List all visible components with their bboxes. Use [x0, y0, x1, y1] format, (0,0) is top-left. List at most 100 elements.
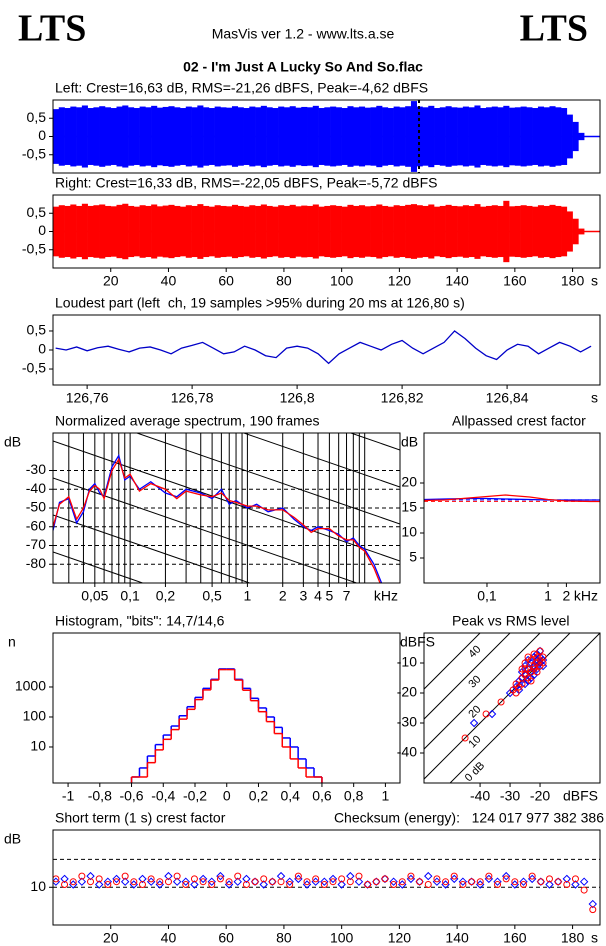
waveform-envelope [341, 108, 348, 165]
point [390, 880, 398, 888]
y-tick-label: 5 [409, 549, 417, 565]
crest-line [424, 633, 481, 690]
point [147, 875, 155, 883]
point [138, 880, 146, 888]
point [416, 878, 424, 886]
y-tick-label: 10 [30, 878, 46, 894]
waveform-envelope [410, 204, 418, 259]
slope-line [135, 433, 400, 525]
waveform-envelope [93, 107, 100, 166]
point [539, 653, 547, 661]
waveform-envelope [156, 206, 163, 257]
waveform-envelope [272, 108, 279, 165]
x-tick-label: 20 [103, 930, 119, 946]
point [338, 875, 346, 883]
waveform-envelope [151, 204, 158, 259]
waveform-envelope [387, 108, 394, 165]
point [234, 872, 242, 880]
panel-title: Loudest part (left ch, 19 samples >95% d… [55, 295, 465, 311]
waveform-envelope [324, 205, 331, 258]
waveform-envelope [457, 206, 464, 257]
waveform-envelope [520, 205, 527, 258]
point [398, 878, 406, 886]
point [303, 878, 311, 886]
waveform-envelope [272, 206, 279, 257]
y-tick-label: -30 [26, 461, 46, 477]
waveform-envelope [468, 107, 475, 166]
point [61, 880, 69, 888]
point [537, 878, 545, 886]
waveform-envelope [555, 107, 562, 166]
x-tick-label: 0,05 [81, 588, 108, 604]
waveform-envelope [330, 205, 337, 258]
waveform-envelope [226, 107, 233, 166]
point [69, 878, 77, 886]
y-tick-label: 0,5 [27, 109, 47, 125]
waveform-envelope [168, 106, 175, 167]
waveform-envelope [260, 204, 267, 259]
waveform-envelope [578, 132, 585, 141]
x-tick-label: -0,6 [119, 788, 143, 804]
waveform-envelope [180, 108, 187, 165]
x-tick-label: 2 [563, 588, 571, 604]
waveform-envelope [434, 206, 441, 257]
waveform-envelope [526, 107, 533, 166]
waveform-envelope [462, 205, 469, 258]
waveform-envelope [255, 205, 262, 258]
waveform-envelope [122, 105, 129, 168]
panel-title: Short term (1 s) crest factor [55, 810, 226, 826]
waveform-envelope [416, 205, 423, 258]
x-tick-label: 40 [161, 273, 177, 289]
point [579, 877, 589, 886]
point [328, 874, 338, 884]
y-tick-label: 0,5 [27, 322, 47, 338]
point [476, 878, 484, 886]
point [103, 877, 113, 886]
waveform-envelope [260, 105, 267, 168]
waveform-envelope [243, 206, 250, 257]
waveform-envelope [116, 204, 123, 259]
point [433, 875, 441, 883]
waveform-envelope [370, 205, 377, 258]
y-tick-label: 10 [401, 524, 417, 540]
x-tick-label: 120 [388, 273, 412, 289]
waveform-envelope [480, 206, 487, 257]
point [60, 874, 69, 884]
waveform-envelope [457, 107, 464, 166]
waveform-envelope [561, 206, 568, 257]
x-tick-label: 126,84 [486, 390, 529, 406]
y-axis-label: n [8, 634, 16, 650]
waveform-envelope [162, 205, 169, 258]
x-tick-label: 126,82 [381, 390, 424, 406]
point [172, 877, 182, 886]
point [87, 878, 95, 886]
point [199, 878, 207, 886]
point [207, 877, 216, 886]
waveform-envelope [358, 205, 366, 258]
point [164, 871, 173, 881]
point [329, 878, 337, 886]
waveform-envelope [139, 106, 146, 167]
point [138, 874, 147, 884]
x-tick-label: 180 [561, 930, 585, 946]
point [545, 880, 554, 889]
waveform-envelope [497, 205, 504, 258]
point [312, 875, 320, 883]
x-axis-unit: kHz [574, 588, 598, 604]
waveform-envelope [393, 205, 400, 258]
point [502, 875, 510, 883]
x-tick-label: 0,6 [312, 788, 332, 804]
waveform-envelope [93, 205, 100, 258]
plot-frame [52, 829, 601, 926]
y-tick-label: -0,5 [22, 360, 46, 376]
x-tick-label: 20 [103, 273, 119, 289]
waveform-envelope [514, 205, 521, 258]
data-line [53, 457, 381, 583]
waveform-envelope [231, 204, 239, 259]
waveform-envelope [122, 203, 129, 260]
point [112, 874, 121, 884]
y-tick-label: -0,5 [22, 240, 46, 256]
point [182, 880, 190, 888]
waveform-envelope [145, 107, 152, 166]
